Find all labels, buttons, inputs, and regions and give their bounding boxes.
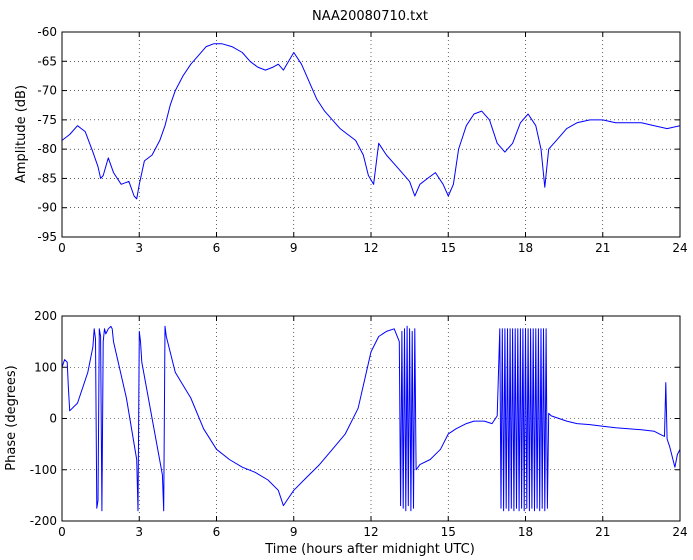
phase-x-tick-label: 12 (363, 525, 378, 539)
phase-x-axis-label: Time (hours after midnight UTC) (264, 542, 475, 557)
phase-x-tick-label: 9 (290, 525, 298, 539)
phase-panel: Phase (degrees) Time (hours after midnig… (4, 309, 688, 557)
amplitude-x-tick-label: 0 (58, 241, 66, 255)
phase-series-line (61, 325, 681, 512)
phase-x-tick-label: 18 (518, 525, 533, 539)
amplitude-y-tick-label: -90 (37, 201, 57, 215)
amplitude-x-tick-label: 15 (441, 241, 456, 255)
phase-y-tick-label: 200 (34, 309, 57, 323)
phase-y-axis-label: Phase (degrees) (4, 365, 19, 470)
amplitude-series-line (61, 43, 681, 200)
amplitude-x-tick-label: 24 (672, 241, 687, 255)
amplitude-y-tick-label: -80 (37, 142, 57, 156)
amplitude-y-tick-label: -85 (37, 171, 57, 185)
phase-x-tick-label: 0 (58, 525, 66, 539)
amplitude-title: NAA20080710.txt (312, 9, 428, 24)
phase-y-tick-label: 100 (34, 360, 57, 374)
phase-x-tick-label: 3 (135, 525, 143, 539)
amplitude-y-tick-label: -60 (37, 25, 57, 39)
phase-x-tick-label: 21 (595, 525, 610, 539)
phase-x-tick-label: 24 (672, 525, 687, 539)
amplitude-x-tick-label: 12 (363, 241, 378, 255)
phase-y-tick-label: -200 (30, 514, 57, 528)
amplitude-x-tick-label: 21 (595, 241, 610, 255)
amplitude-x-tick-label: 9 (290, 241, 298, 255)
amplitude-y-tick-label: -75 (37, 113, 57, 127)
amplitude-y-tick-label: -70 (37, 84, 57, 98)
phase-y-tick-label: -100 (30, 463, 57, 477)
amplitude-x-tick-label: 6 (213, 241, 221, 255)
amplitude-panel: NAA20080710.txt Amplitude (dB) 0 3 6 9 12 15 1… (14, 9, 688, 255)
phase-x-tick-label: 6 (213, 525, 221, 539)
amplitude-y-tick-label: -65 (37, 54, 57, 68)
phase-x-tick-label: 15 (441, 525, 456, 539)
amplitude-y-axis-label: Amplitude (dB) (14, 85, 29, 183)
amplitude-y-tick-label: -95 (37, 230, 57, 244)
amplitude-x-tick-label: 3 (135, 241, 143, 255)
phase-y-tick-label: 0 (49, 412, 57, 426)
amplitude-x-tick-label: 18 (518, 241, 533, 255)
